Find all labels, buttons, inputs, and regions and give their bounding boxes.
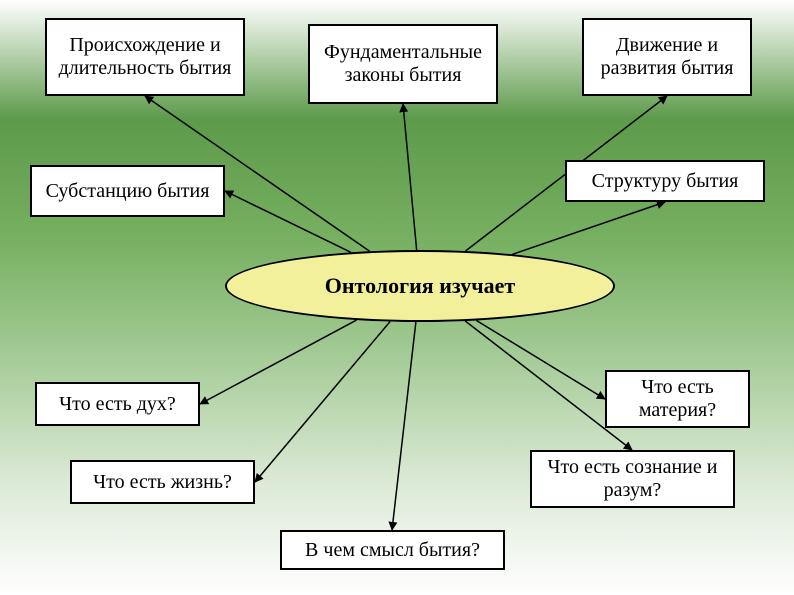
node-label: Фундаментальные законы бытия <box>318 41 488 87</box>
node-label: Что есть жизнь? <box>93 471 232 494</box>
node-n2: Фундаментальные законы бытия <box>308 24 498 104</box>
center-label: Онтология изучает <box>325 273 515 299</box>
node-n1: Происхождение и длительность бытия <box>45 18 245 96</box>
node-n6: Что есть дух? <box>35 382 200 426</box>
node-n9: Что есть сознание и разум? <box>530 450 735 508</box>
node-n4: Субстанцию бытия <box>30 165 225 217</box>
node-n8: Что есть жизнь? <box>70 460 255 504</box>
node-label: Субстанцию бытия <box>46 180 210 203</box>
node-label: Что есть сознание и разум? <box>540 456 725 502</box>
node-n10: В чем смысл бытия? <box>280 530 505 570</box>
node-label: Структуру бытия <box>592 170 739 193</box>
node-label: Происхождение и длительность бытия <box>55 34 235 80</box>
node-n7: Что есть материя? <box>605 370 750 428</box>
node-label: Движение и развития бытия <box>592 34 742 80</box>
node-label: В чем смысл бытия? <box>305 539 480 562</box>
node-label: Что есть дух? <box>59 393 176 416</box>
node-n5: Структуру бытия <box>565 160 765 202</box>
node-n3: Движение и развития бытия <box>582 18 752 96</box>
center-ellipse: Онтология изучает <box>225 250 615 322</box>
node-label: Что есть материя? <box>615 376 740 422</box>
